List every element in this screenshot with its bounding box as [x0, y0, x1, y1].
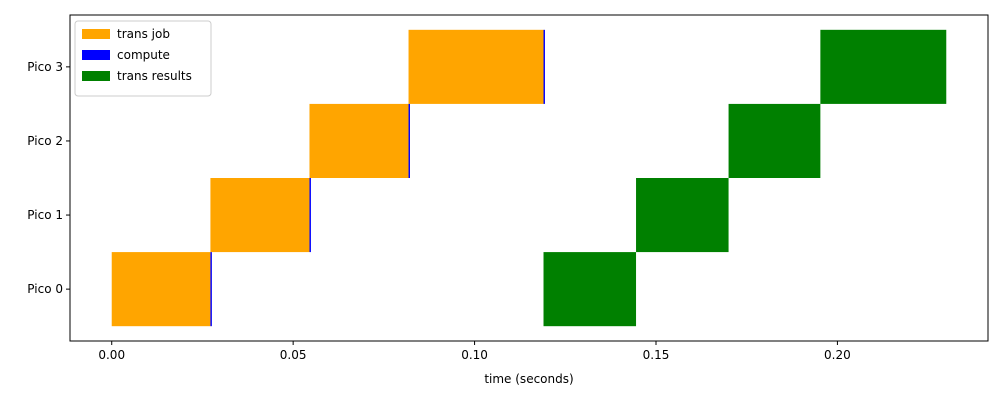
compute-bar: [309, 178, 311, 253]
y-tick-label: Pico 3: [27, 60, 63, 74]
x-tick-label: 0.20: [824, 348, 851, 362]
x-axis: 0.00 0.05 0.10 0.15 0.20: [98, 341, 851, 362]
bars-layer: [111, 29, 947, 327]
legend-label: trans results: [117, 69, 192, 83]
trans-results-bar: [820, 29, 947, 104]
trans-results-bar: [636, 178, 729, 253]
x-axis-title: time (seconds): [484, 372, 573, 386]
legend-swatch: [82, 50, 110, 60]
legend-swatch: [82, 29, 110, 39]
legend-label: compute: [117, 48, 170, 62]
x-tick-label: 0.05: [280, 348, 307, 362]
y-tick-label: Pico 0: [27, 282, 63, 296]
compute-bar: [408, 103, 410, 178]
x-tick-label: 0.15: [643, 348, 670, 362]
y-axis: Pico 0 Pico 1 Pico 2 Pico 3: [27, 60, 70, 296]
y-tick-label: Pico 1: [27, 208, 63, 222]
trans-job-bar: [210, 178, 310, 253]
trans-job-bar: [408, 29, 544, 104]
compute-bar: [543, 29, 545, 104]
trans-job-bar: [111, 252, 211, 327]
trans-results-bar: [728, 103, 821, 178]
legend-label: trans job: [117, 27, 170, 41]
plot-frame: [69, 14, 989, 342]
trans-job-bar: [309, 103, 409, 178]
x-tick-label: 0.00: [98, 348, 125, 362]
legend-swatch: [82, 71, 110, 81]
legend: trans job compute trans results: [74, 20, 212, 97]
y-tick-label: Pico 2: [27, 134, 63, 148]
trans-results-bar: [543, 252, 637, 327]
x-tick-label: 0.10: [461, 348, 488, 362]
compute-bar: [210, 252, 212, 327]
